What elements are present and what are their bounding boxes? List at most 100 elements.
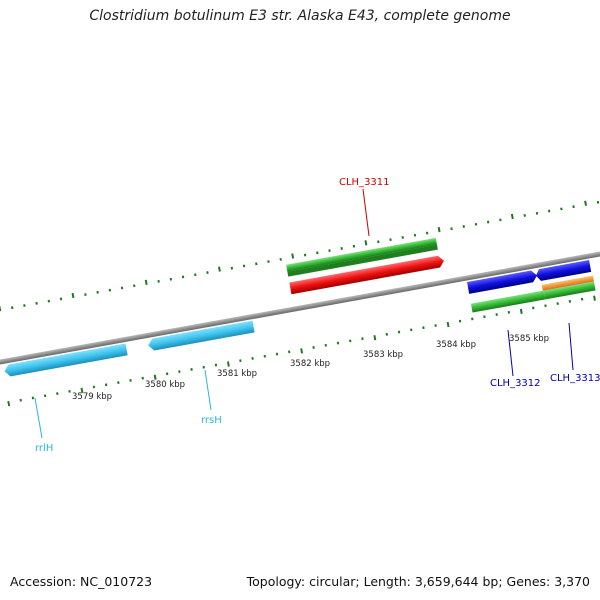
major-tick <box>7 400 11 407</box>
minor-tick <box>422 326 425 330</box>
major-tick <box>144 279 148 285</box>
rrna-arrow-rrlH[interactable] <box>3 343 128 377</box>
major-tick <box>364 240 368 246</box>
minor-tick <box>483 315 486 319</box>
gene-label-clh3311[interactable]: CLH_3311 <box>339 177 390 188</box>
minor-tick <box>263 354 266 358</box>
genome-title: Clostridium botulinum E3 str. Alaska E43… <box>89 8 511 24</box>
minor-tick <box>340 247 343 250</box>
minor-tick <box>303 253 307 257</box>
minor-tick <box>190 368 193 371</box>
minor-tick <box>389 238 392 242</box>
minor-tick <box>568 299 572 303</box>
minor-tick <box>434 324 437 327</box>
minor-tick <box>117 381 120 385</box>
topology-text: Topology: circular; Length: 3,659,644 bp… <box>246 574 590 589</box>
tick-labels: 3579 kbp 3580 kbp 3581 kbp 3582 kbp 3583… <box>72 334 549 402</box>
cds-arrow-clh3311[interactable] <box>289 255 445 295</box>
minor-tick <box>120 286 124 290</box>
major-tick <box>226 361 230 367</box>
minor-tick <box>157 279 160 283</box>
minor-tick <box>532 306 535 310</box>
cds-arrow-clh3312[interactable] <box>467 270 538 294</box>
minor-tick <box>462 225 465 228</box>
minor-tick <box>214 363 218 367</box>
major-tick <box>510 213 514 220</box>
minor-tick <box>59 297 63 301</box>
leader-line-rrsH <box>204 369 212 411</box>
tick-label: 3584 kbp <box>436 340 476 350</box>
upper-scale-ticks <box>0 200 600 312</box>
major-tick <box>437 226 441 233</box>
minor-tick <box>349 339 352 343</box>
gene-label-clh3313[interactable]: CLH_3313 <box>550 373 600 384</box>
leader-line-rrlH <box>34 397 43 439</box>
minor-tick <box>242 264 246 268</box>
minor-tick <box>165 372 169 376</box>
cds-arrow-clh3313[interactable] <box>535 260 592 282</box>
minor-tick <box>328 249 331 253</box>
minor-tick <box>56 392 59 395</box>
gene-bar-upper-clh3311[interactable] <box>286 237 437 272</box>
tick-label: 3585 kbp <box>509 334 549 344</box>
tick-label: 3580 kbp <box>145 380 185 390</box>
minor-tick <box>92 385 96 389</box>
tick-label: 3579 kbp <box>72 392 112 402</box>
minor-tick <box>255 262 258 266</box>
minor-tick <box>397 330 401 334</box>
gene-bar-upper-clh3311-dark <box>287 244 438 277</box>
minor-tick <box>507 310 511 314</box>
minor-tick <box>129 378 132 382</box>
major-tick <box>291 253 295 259</box>
major-tick <box>153 374 157 380</box>
minor-tick <box>596 200 600 204</box>
gene-bar-lower-clh3313[interactable] <box>543 281 596 300</box>
minor-tick <box>336 341 340 345</box>
minor-tick <box>410 328 413 332</box>
major-tick <box>0 306 2 312</box>
minor-tick <box>401 236 404 239</box>
major-tick <box>80 387 84 394</box>
minor-tick <box>104 383 108 387</box>
minor-tick <box>450 227 453 231</box>
minor-tick <box>230 266 234 270</box>
minor-tick <box>43 394 47 398</box>
minor-tick <box>202 365 205 369</box>
minor-tick <box>316 251 319 255</box>
minor-tick <box>560 207 563 211</box>
minor-tick <box>31 396 35 400</box>
minor-tick <box>312 346 315 349</box>
minor-tick <box>499 218 502 222</box>
minor-tick <box>495 313 498 316</box>
minor-tick <box>206 271 209 274</box>
gene-label-clh3312[interactable]: CLH_3312 <box>490 378 541 389</box>
rrna-arrow-rrsH[interactable] <box>147 320 255 352</box>
minor-tick <box>556 302 559 305</box>
gene-label-rrlH[interactable]: rrlH <box>35 443 53 454</box>
minor-tick <box>47 299 51 303</box>
minor-tick <box>352 244 356 248</box>
minor-tick <box>474 222 478 226</box>
minor-tick <box>23 304 26 307</box>
gene-bar-orange-clh3313 <box>541 275 594 291</box>
genome-backbone <box>0 245 600 371</box>
minor-tick <box>324 343 328 347</box>
minor-tick <box>275 352 279 356</box>
leader-line-clh3311 <box>362 188 370 237</box>
minor-tick <box>572 205 575 209</box>
minor-tick <box>181 275 185 279</box>
leader-line-clh3312 <box>507 329 514 377</box>
gene-bar-lower-clh3312[interactable] <box>470 290 546 313</box>
tick-label: 3581 kbp <box>217 369 257 379</box>
minor-tick <box>194 273 197 277</box>
major-tick <box>584 200 587 206</box>
minor-tick <box>239 359 242 363</box>
gene-label-rrsH[interactable]: rrsH <box>201 415 222 426</box>
major-tick <box>519 308 523 315</box>
minor-tick <box>169 277 173 281</box>
minor-tick <box>35 301 38 305</box>
minor-tick <box>458 319 462 323</box>
minor-tick <box>178 370 181 374</box>
major-tick <box>446 321 450 328</box>
